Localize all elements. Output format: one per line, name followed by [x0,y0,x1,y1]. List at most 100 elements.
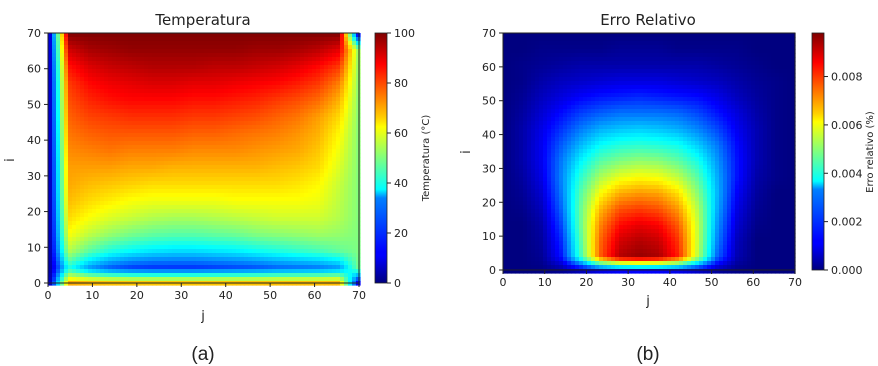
heatmap-cell [176,209,181,214]
heatmap-cell [80,257,85,262]
heatmap-cell [132,277,137,282]
heatmap-cell [48,185,53,190]
heatmap-cell [324,141,329,146]
heatmap-cell [188,217,193,222]
heatmap-cell [284,249,289,254]
heatmap-cell [116,117,121,122]
heatmap-cell [232,233,237,238]
heatmap-cell [248,133,253,138]
heatmap-cell [128,245,133,250]
heatmap-cell [80,73,85,78]
heatmap-cell [276,61,281,66]
heatmap-cell [100,121,105,126]
heatmap-cell [232,193,237,198]
heatmap-cell [296,89,301,94]
heatmap-cell [132,257,137,262]
heatmap-cell [308,69,313,74]
heatmap-cell [252,73,257,78]
heatmap-cell [236,77,241,82]
heatmap-cell [116,277,121,282]
heatmap-cell [356,221,361,226]
heatmap-cell [220,97,225,102]
heatmap-cell [88,189,93,194]
heatmap-cell [220,229,225,234]
heatmap-cell [352,185,357,190]
heatmap-cell [296,173,301,178]
heatmap-cell [92,225,97,230]
heatmap-cell [332,273,337,278]
heatmap-cell [332,169,337,174]
heatmap-cell [160,265,165,270]
heatmap-cell [160,277,165,282]
heatmap-cell [168,141,173,146]
heatmap-cell [340,209,345,214]
heatmap-cell [204,237,209,242]
heatmap-cell [248,241,253,246]
heatmap-cell [356,185,361,190]
heatmap-cell [316,153,321,158]
heatmap-cell [312,269,317,274]
heatmap-cell [260,133,265,138]
heatmap-cell [356,273,361,278]
heatmap-cell [228,105,233,110]
heatmap-cell [160,193,165,198]
heatmap-cell [288,193,293,198]
heatmap-cell [336,49,341,54]
heatmap-cell [256,209,261,214]
heatmap-cell [80,101,85,106]
heatmap-cell [212,49,217,54]
heatmap-cell [152,241,157,246]
heatmap-cell [72,41,77,46]
heatmap-cell [208,69,213,74]
heatmap-cell [200,121,205,126]
heatmap-cell [180,57,185,62]
heatmap-cell [112,125,117,130]
heatmap-cell [344,137,349,142]
heatmap-cell [96,109,101,114]
heatmap-cell [252,245,257,250]
heatmap-cell [288,89,293,94]
heatmap-cell [292,157,297,162]
heatmap-cell [208,269,213,274]
heatmap-cell [348,89,353,94]
heatmap-cell [148,193,153,198]
heatmap-cell [256,177,261,182]
heatmap-cell [208,229,213,234]
heatmap-cell [236,61,241,66]
heatmap-cell [252,153,257,158]
heatmap-cell [168,257,173,262]
heatmap-cell [108,209,113,214]
heatmap-cell [100,109,105,114]
heatmap-b [503,33,796,274]
heatmap-cell [292,149,297,154]
heatmap-cell [276,189,281,194]
heatmap-cell [316,197,321,202]
heatmap-cell [196,201,201,206]
heatmap-cell [52,93,57,98]
heatmap-cell [216,105,221,110]
heatmap-cell [288,49,293,54]
heatmap-cell [76,117,81,122]
heatmap-cell [140,209,145,214]
heatmap-cell [188,125,193,130]
heatmap-cell [320,237,325,242]
heatmap-cell [80,45,85,50]
heatmap-cell [88,81,93,86]
heatmap-cell [240,85,245,90]
heatmap-cell [224,137,229,142]
heatmap-cell [108,253,113,258]
heatmap-cell [72,49,77,54]
heatmap-cell [188,105,193,110]
heatmap-cell [148,257,153,262]
heatmap-cell [176,149,181,154]
heatmap-cell [324,217,329,222]
heatmap-cell [192,165,197,170]
heatmap-cell [288,197,293,202]
heatmap-cell [108,245,113,250]
heatmap-cell [296,269,301,274]
heatmap-cell [316,81,321,86]
heatmap-cell [68,249,73,254]
heatmap-cell [216,229,221,234]
heatmap-cell [164,261,169,266]
heatmap-cell [68,117,73,122]
